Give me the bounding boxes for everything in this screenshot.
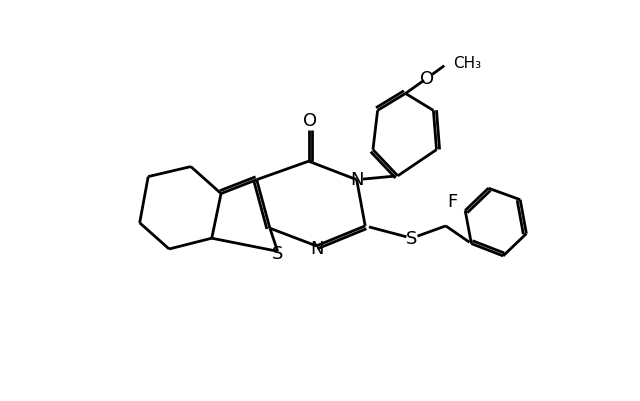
Text: O: O	[420, 70, 435, 88]
Text: N: N	[351, 170, 364, 188]
Text: S: S	[406, 230, 417, 247]
Text: F: F	[447, 193, 458, 211]
Text: CH₃: CH₃	[454, 56, 482, 71]
Text: N: N	[310, 240, 324, 257]
Text: S: S	[272, 244, 284, 262]
Text: O: O	[303, 111, 317, 129]
